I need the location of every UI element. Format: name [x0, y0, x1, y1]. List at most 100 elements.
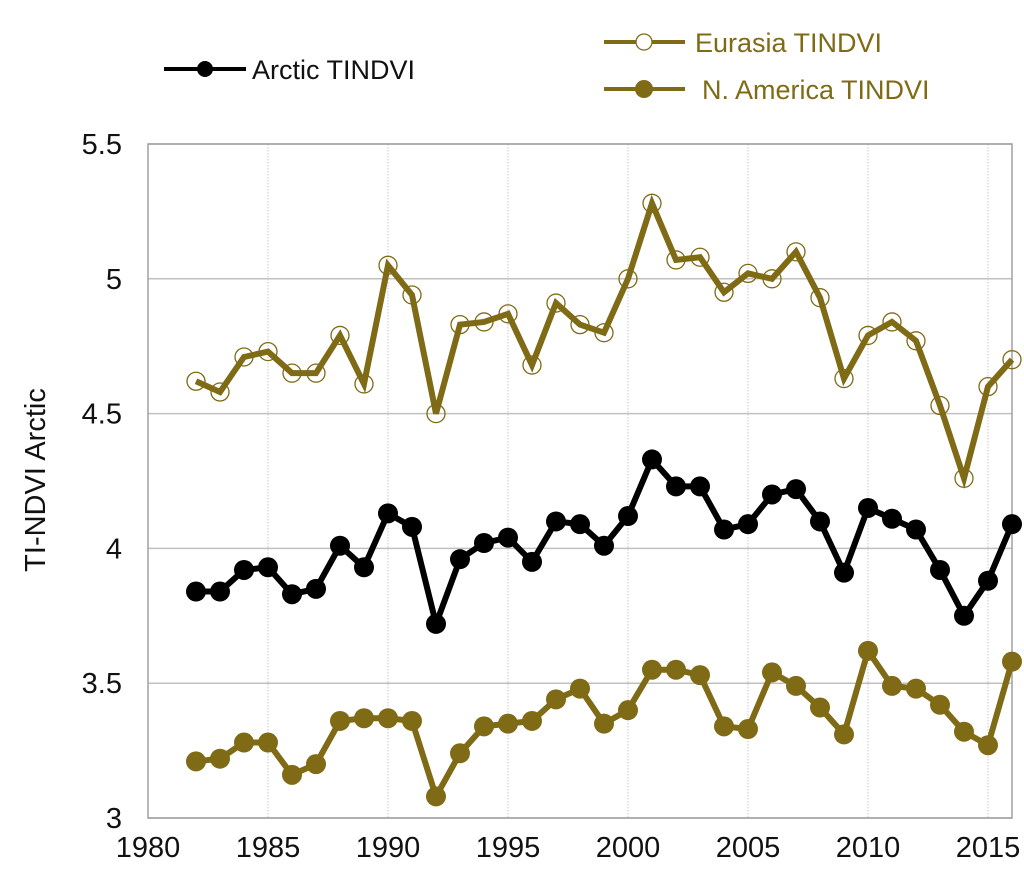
data-point[interactable] — [498, 304, 518, 324]
data-point[interactable] — [858, 640, 878, 661]
data-point[interactable] — [738, 263, 758, 284]
data-point[interactable] — [498, 527, 518, 548]
data-point[interactable] — [1002, 651, 1022, 672]
data-point[interactable] — [474, 312, 494, 332]
data-point[interactable] — [330, 535, 350, 556]
data-point[interactable] — [1002, 350, 1022, 370]
data-point[interactable] — [954, 605, 974, 626]
data-point[interactable] — [810, 288, 830, 308]
data-point[interactable] — [426, 786, 446, 807]
data-point[interactable] — [834, 724, 854, 745]
data-point[interactable] — [282, 363, 302, 383]
data-point[interactable] — [378, 255, 398, 275]
data-point[interactable] — [354, 374, 374, 394]
data-point[interactable] — [906, 331, 926, 351]
data-point[interactable] — [714, 282, 734, 302]
data-point[interactable] — [930, 395, 950, 416]
data-point[interactable] — [810, 511, 830, 532]
data-point[interactable] — [714, 519, 734, 540]
data-point[interactable] — [402, 516, 422, 537]
data-point[interactable] — [234, 732, 254, 753]
data-point[interactable] — [570, 678, 590, 699]
legend-item-eurasia[interactable]: Eurasia TINDVI — [604, 28, 882, 58]
data-point[interactable] — [282, 584, 302, 605]
data-point[interactable] — [186, 371, 206, 391]
data-point[interactable] — [906, 678, 926, 699]
data-point[interactable] — [522, 551, 542, 572]
data-point[interactable] — [234, 347, 254, 367]
data-point[interactable] — [642, 193, 662, 213]
data-point[interactable] — [882, 675, 902, 696]
data-point[interactable] — [786, 242, 806, 262]
data-point[interactable] — [642, 449, 662, 470]
data-point[interactable] — [834, 562, 854, 583]
data-point[interactable] — [762, 662, 782, 683]
legend-item-north-america[interactable]: N. America TINDVI — [604, 75, 930, 105]
data-point[interactable] — [762, 269, 782, 289]
data-point[interactable] — [666, 659, 686, 680]
data-point[interactable] — [426, 613, 446, 634]
data-point[interactable] — [786, 675, 806, 696]
data-point[interactable] — [474, 533, 494, 554]
data-point[interactable] — [450, 549, 470, 570]
data-point[interactable] — [378, 503, 398, 524]
data-point[interactable] — [522, 710, 542, 731]
data-point[interactable] — [306, 754, 326, 775]
data-point[interactable] — [906, 519, 926, 540]
data-point[interactable] — [210, 581, 230, 602]
data-point[interactable] — [450, 314, 470, 335]
data-point[interactable] — [186, 751, 206, 772]
data-point[interactable] — [402, 285, 422, 305]
data-point[interactable] — [306, 578, 326, 599]
data-point[interactable] — [210, 382, 230, 402]
data-point[interactable] — [786, 479, 806, 500]
data-point[interactable] — [882, 312, 902, 332]
data-point[interactable] — [570, 314, 590, 335]
data-point[interactable] — [954, 468, 974, 488]
data-point[interactable] — [258, 341, 278, 362]
data-point[interactable] — [858, 497, 878, 518]
data-point[interactable] — [522, 355, 542, 375]
data-point[interactable] — [810, 697, 830, 718]
data-point[interactable] — [930, 559, 950, 580]
data-point[interactable] — [450, 743, 470, 764]
data-point[interactable] — [738, 719, 758, 740]
data-point[interactable] — [546, 293, 566, 313]
data-point[interactable] — [714, 716, 734, 737]
data-point[interactable] — [234, 559, 254, 580]
data-point[interactable] — [618, 506, 638, 527]
data-point[interactable] — [978, 735, 998, 756]
data-point[interactable] — [930, 694, 950, 715]
legend-item-arctic[interactable]: Arctic TINDVI — [164, 55, 415, 85]
data-point[interactable] — [210, 748, 230, 769]
data-point[interactable] — [474, 716, 494, 737]
data-point[interactable] — [954, 721, 974, 742]
data-point[interactable] — [378, 708, 398, 729]
data-point[interactable] — [402, 710, 422, 731]
data-point[interactable] — [330, 710, 350, 731]
data-point[interactable] — [498, 713, 518, 734]
data-point[interactable] — [978, 376, 998, 397]
data-point[interactable] — [282, 764, 302, 785]
data-point[interactable] — [546, 689, 566, 710]
data-point[interactable] — [762, 484, 782, 505]
data-point[interactable] — [666, 476, 686, 497]
data-point[interactable] — [690, 665, 710, 686]
data-point[interactable] — [546, 511, 566, 532]
data-point[interactable] — [186, 581, 206, 602]
data-point[interactable] — [594, 713, 614, 734]
data-point[interactable] — [738, 514, 758, 535]
data-point[interactable] — [642, 659, 662, 680]
data-point[interactable] — [426, 403, 446, 424]
data-point[interactable] — [618, 269, 638, 289]
data-point[interactable] — [594, 323, 614, 343]
data-point[interactable] — [690, 476, 710, 497]
data-point[interactable] — [978, 570, 998, 591]
data-point[interactable] — [882, 508, 902, 529]
data-point[interactable] — [858, 325, 878, 346]
data-point[interactable] — [690, 247, 710, 267]
data-point[interactable] — [1002, 514, 1022, 535]
data-point[interactable] — [306, 363, 326, 383]
data-point[interactable] — [354, 708, 374, 729]
data-point[interactable] — [618, 700, 638, 721]
